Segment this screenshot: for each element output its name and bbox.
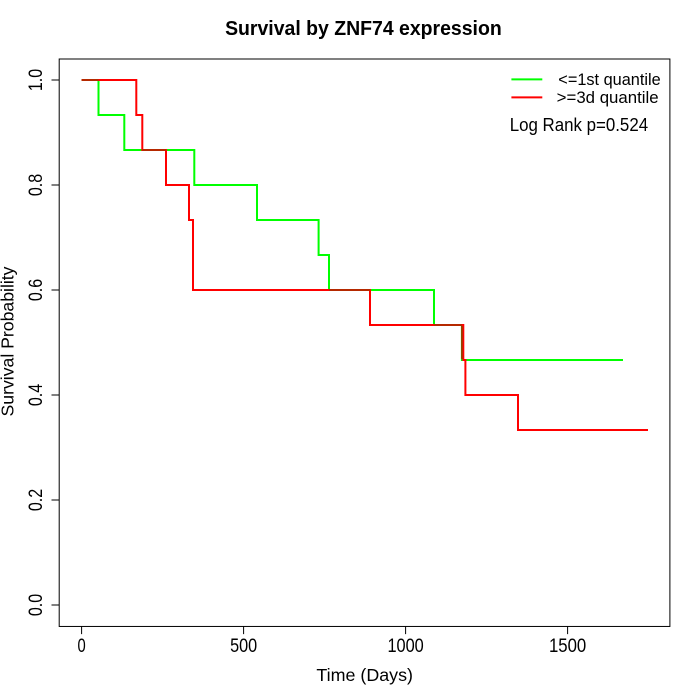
svg-text:Log Rank p=0.524: Log Rank p=0.524: [510, 115, 648, 135]
svg-text:500: 500: [230, 636, 257, 657]
svg-text:0.4: 0.4: [26, 384, 47, 407]
svg-text:0: 0: [78, 636, 86, 657]
svg-text:1000: 1000: [387, 636, 423, 657]
svg-text:0.8: 0.8: [26, 174, 47, 196]
svg-text:Survival Probability: Survival Probability: [0, 266, 17, 416]
svg-text:0.2: 0.2: [26, 489, 47, 511]
svg-text:0.0: 0.0: [26, 594, 47, 616]
svg-text:1500: 1500: [549, 636, 586, 657]
svg-text:0.6: 0.6: [26, 279, 47, 301]
svg-text:<=1st quantile: <=1st quantile: [558, 70, 660, 89]
svg-text:Survival by ZNF74 expression: Survival by ZNF74 expression: [225, 18, 502, 40]
svg-text:1.0: 1.0: [26, 69, 47, 91]
svg-text:Time (Days): Time (Days): [316, 665, 413, 685]
svg-text:>=3d quantile: >=3d quantile: [557, 88, 659, 107]
